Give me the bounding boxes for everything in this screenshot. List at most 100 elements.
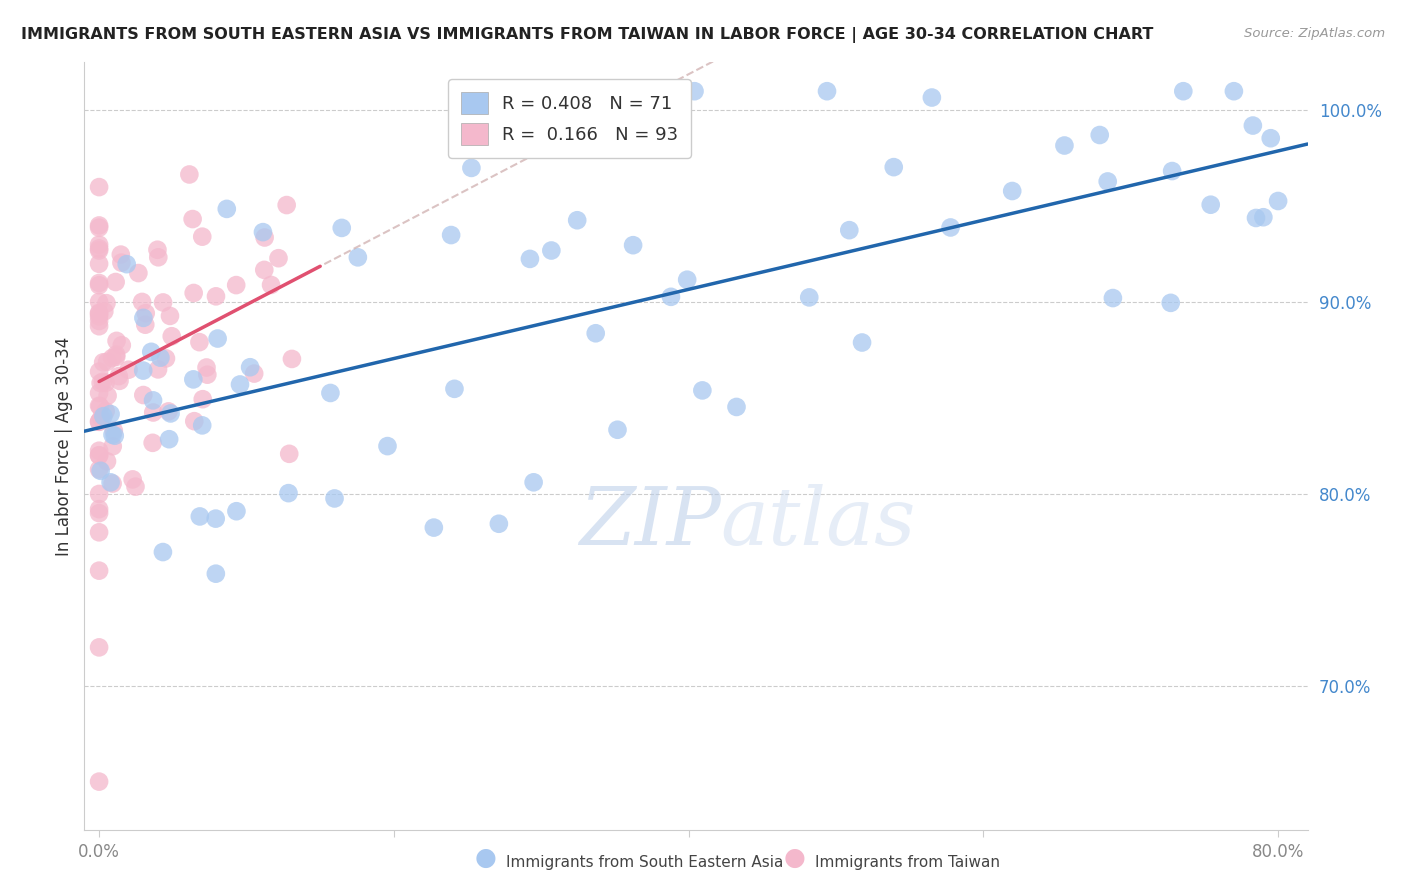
Point — [96, 454, 118, 468]
Point — [183, 372, 205, 386]
Point — [277, 486, 299, 500]
Point — [253, 230, 276, 244]
Point — [195, 360, 218, 375]
Point — [225, 504, 247, 518]
Point — [146, 362, 169, 376]
Point — [851, 335, 873, 350]
Point — [260, 277, 283, 292]
Point — [93, 409, 115, 424]
Point — [488, 516, 510, 531]
Point — [207, 332, 229, 346]
Point — [188, 509, 211, 524]
Text: Immigrants from Taiwan: Immigrants from Taiwan — [815, 855, 1001, 870]
Point — [252, 225, 274, 239]
Point — [101, 351, 124, 365]
Point — [87, 774, 110, 789]
Y-axis label: In Labor Force | Age 30-34: In Labor Force | Age 30-34 — [55, 336, 73, 556]
Point — [567, 213, 589, 227]
Point — [101, 439, 124, 453]
Point — [1199, 198, 1222, 212]
Point — [181, 212, 204, 227]
Point — [105, 350, 128, 364]
Point — [87, 506, 110, 520]
Point — [105, 334, 128, 348]
Point — [132, 310, 155, 325]
Text: Immigrants from South Eastern Asia: Immigrants from South Eastern Asia — [506, 855, 783, 870]
Point — [1102, 291, 1125, 305]
Point — [87, 244, 110, 258]
Point — [281, 351, 304, 366]
Point — [87, 399, 110, 413]
Point — [676, 273, 699, 287]
Point — [104, 428, 127, 442]
Point — [659, 290, 682, 304]
Point — [278, 447, 301, 461]
Point — [87, 502, 110, 516]
Point — [94, 376, 117, 390]
Point — [93, 304, 115, 318]
Point — [243, 367, 266, 381]
Point — [319, 386, 342, 401]
Point — [91, 375, 114, 389]
Point — [101, 427, 124, 442]
Point — [183, 285, 205, 300]
Point — [540, 244, 562, 258]
Point — [87, 415, 110, 429]
Point — [440, 228, 463, 243]
Point — [347, 250, 370, 264]
Point — [815, 84, 838, 98]
Point — [1244, 211, 1267, 225]
Point — [103, 424, 125, 438]
Point — [519, 252, 541, 266]
Point — [110, 255, 132, 269]
Text: atlas: atlas — [720, 484, 915, 561]
Point — [100, 475, 122, 490]
Point — [87, 365, 110, 379]
Point — [132, 363, 155, 377]
Point — [142, 405, 165, 419]
Point — [115, 257, 138, 271]
Text: ●: ● — [474, 846, 496, 870]
Point — [191, 392, 214, 407]
Point — [104, 275, 127, 289]
Point — [1160, 296, 1182, 310]
Point — [96, 296, 118, 310]
Point — [225, 278, 247, 293]
Point — [883, 160, 905, 174]
Point — [87, 237, 110, 252]
Point — [1241, 119, 1264, 133]
Point — [239, 360, 262, 375]
Point — [90, 464, 112, 478]
Point — [87, 257, 110, 271]
Point — [132, 388, 155, 402]
Point — [87, 310, 110, 324]
Point — [1001, 184, 1024, 198]
Point — [127, 266, 149, 280]
Point — [205, 289, 228, 303]
Point — [87, 276, 110, 290]
Point — [585, 326, 607, 341]
Point — [1267, 194, 1289, 208]
Point — [131, 294, 153, 309]
Point — [179, 168, 201, 182]
Point — [1161, 164, 1184, 178]
Text: Source: ZipAtlas.com: Source: ZipAtlas.com — [1244, 27, 1385, 40]
Point — [91, 355, 114, 369]
Point — [108, 369, 131, 384]
Point — [330, 221, 353, 235]
Point — [1053, 138, 1076, 153]
Point — [87, 525, 110, 540]
Point — [267, 251, 290, 265]
Point — [276, 198, 298, 212]
Point — [105, 348, 128, 362]
Text: ZIP: ZIP — [579, 484, 720, 561]
Point — [87, 314, 110, 328]
Point — [205, 566, 228, 581]
Point — [87, 306, 110, 320]
Point — [141, 344, 163, 359]
Point — [87, 386, 110, 401]
Point — [1260, 131, 1282, 145]
Point — [215, 202, 238, 216]
Point — [1097, 174, 1119, 188]
Point — [423, 520, 446, 534]
